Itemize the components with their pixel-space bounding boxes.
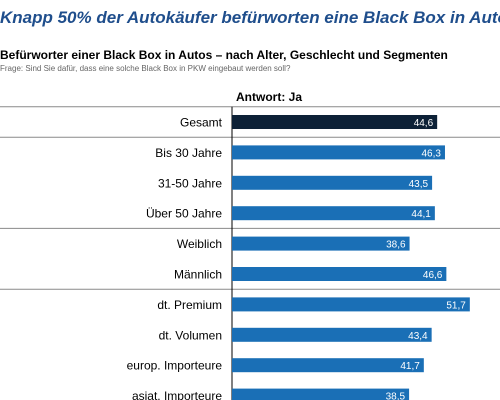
value-label: 46,6 [423,270,443,281]
bar [232,115,438,129]
bar [232,327,432,342]
bar [232,145,445,160]
value-label: 44,1 [411,209,431,220]
category-label: europ. Importeure [127,359,223,373]
bar [232,267,447,281]
category-label: asiat. Importeure [132,389,222,400]
bar [232,297,470,312]
value-label: 51,7 [446,300,466,311]
category-label: Männlich [174,268,222,282]
category-label: 31-50 Jahre [158,176,222,190]
value-label: 43,4 [408,331,428,342]
series-header: Antwort: Ja [236,90,302,104]
category-label: Gesamt [180,116,223,130]
value-label: 41,7 [400,361,420,372]
value-label: 46,3 [422,148,442,159]
value-label: 38,6 [386,240,406,251]
headline: Knapp 50% der Autokäufer befürworten ein… [0,8,500,27]
bar [232,388,410,400]
category-label: Bis 30 Jahre [155,146,222,160]
chart-subtitle: Befürworter einer Black Box in Autos – n… [0,48,448,62]
category-label: dt. Premium [157,298,222,312]
bar [232,175,433,190]
bar [232,206,435,221]
category-label: Über 50 Jahre [146,207,222,221]
bar [232,358,424,373]
category-label: dt. Volumen [159,328,222,342]
value-label: 38,5 [386,392,406,400]
value-label: 44,6 [414,118,434,129]
value-label: 43,5 [409,179,429,190]
category-label: Weiblich [177,237,222,251]
bar [232,236,410,251]
survey-question: Frage: Sind Sie dafür, dass eine solche … [0,64,291,73]
